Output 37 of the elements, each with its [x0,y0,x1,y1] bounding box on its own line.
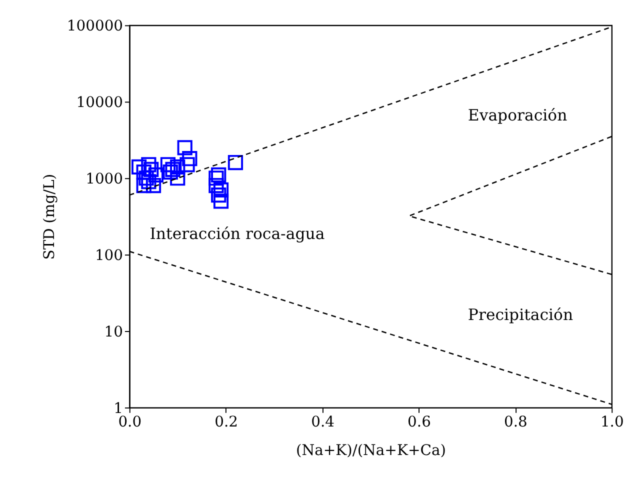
point [165,162,180,177]
x-tick-label: 0.2 [214,414,238,431]
point [141,157,156,172]
annotation: Precipitación [468,305,574,324]
point [136,178,152,194]
point [170,159,186,175]
point [211,167,226,183]
point [160,157,176,172]
point [144,162,159,177]
y-tick-label: 10 [104,323,124,340]
y-tick-label: 10000 [76,94,124,112]
point [170,170,186,186]
annotation: Interacción roca-agua [150,224,325,243]
point [213,194,229,209]
x-tick-label: 1.0 [600,414,624,431]
point [208,178,224,194]
annotation: Evaporación [468,105,568,124]
point [177,140,192,156]
x-tick-label: 0.8 [504,414,528,431]
y-tick-label: 1000 [86,170,124,188]
point [131,159,147,175]
y-tick-label: 100000 [66,18,124,35]
x-axis-title: (Na+K)/(Na+K+Ca) [296,442,446,460]
point [180,157,195,172]
x-tick-label: 0.6 [408,414,431,431]
x-tick-label: 0.4 [311,414,334,431]
point [208,170,224,186]
y-tick-label: 100 [94,246,124,264]
point [162,164,178,180]
point [141,174,156,190]
point [211,188,226,203]
point [182,151,198,166]
y-axis-title: STD (mg/L) [41,174,58,260]
point [146,178,162,194]
point [138,170,154,186]
point [213,182,229,198]
point [228,154,244,170]
